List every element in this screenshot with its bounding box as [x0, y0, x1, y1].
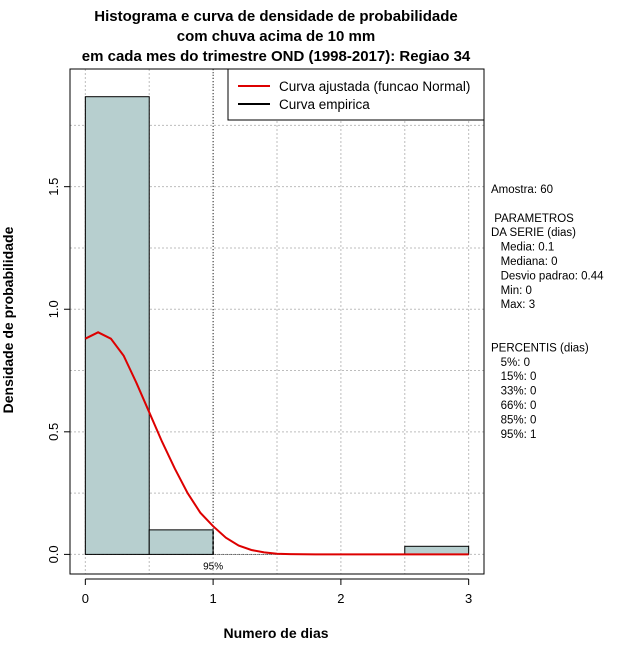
- y-tick-label-2: 1.0: [46, 300, 61, 318]
- y-tick-label-3: 1.5: [46, 178, 61, 196]
- stat-line-14: 33%: 0: [491, 386, 536, 398]
- chart-title-line-1: Histograma e curva de densidade de proba…: [94, 8, 457, 25]
- y-tick-label-1: 0.5: [46, 423, 61, 441]
- stat-line-11: PERCENTIS (dias): [491, 342, 589, 354]
- stat-line-15: 66%: 0: [491, 400, 536, 412]
- curves: [84, 331, 469, 556]
- stat-line-7: Min: 0: [491, 285, 532, 297]
- histogram-bar-0: [84, 96, 150, 555]
- chart-title-line-2: com chuva acima de 10 mm: [177, 28, 375, 45]
- histogram-bar-5: [404, 545, 470, 555]
- y-axis-title: Densidade de probabilidade: [0, 226, 16, 413]
- histogram-bar-1: [148, 529, 214, 555]
- chart-title-line-3: em cada mes do trimestre OND (1998-2017)…: [82, 48, 471, 65]
- legend-empirical-label: Curva empirica: [279, 97, 370, 112]
- x-axis-title: Numero de dias: [223, 625, 328, 641]
- stat-line-0: Amostra: 60: [491, 184, 553, 196]
- fitted-normal-curve: [84, 331, 469, 556]
- stat-line-4: Media: 0.1: [491, 242, 554, 254]
- stat-line-5: Mediana: 0: [491, 256, 557, 268]
- legend: Curva ajustada (funcao Normal) Curva emp…: [227, 68, 485, 121]
- y-tick-label-0: 0.0: [46, 545, 61, 563]
- statistics-panel: Amostra: 60 PARAMETROS DA SERIE (dias) Me…: [491, 184, 604, 441]
- stat-line-12: 5%: 0: [491, 357, 530, 369]
- stat-line-3: DA SERIE (dias): [491, 227, 576, 239]
- histogram-bars: [84, 96, 470, 555]
- x-tick-label-1: 1: [209, 591, 216, 606]
- percentile-marker-group: 95%: [203, 69, 223, 572]
- stat-line-13: 15%: 0: [491, 371, 536, 383]
- stat-line-2: PARAMETROS: [491, 213, 574, 225]
- stat-line-6: Desvio padrao: 0.44: [491, 270, 604, 282]
- stat-line-16: 85%: 0: [491, 414, 536, 426]
- stat-line-8: Max: 3: [491, 299, 535, 311]
- x-tick-label-2: 2: [337, 591, 344, 606]
- x-tick-label-0: 0: [82, 591, 89, 606]
- legend-fitted-label: Curva ajustada (funcao Normal): [279, 79, 470, 94]
- legend-box: [227, 68, 485, 121]
- axes: 0 1 2 3 0.0 0.5 1.0 1.5: [46, 178, 472, 606]
- stat-line-17: 95%: 1: [491, 429, 536, 441]
- percentile-95-label: 95%: [203, 561, 223, 572]
- x-tick-label-3: 3: [465, 591, 472, 606]
